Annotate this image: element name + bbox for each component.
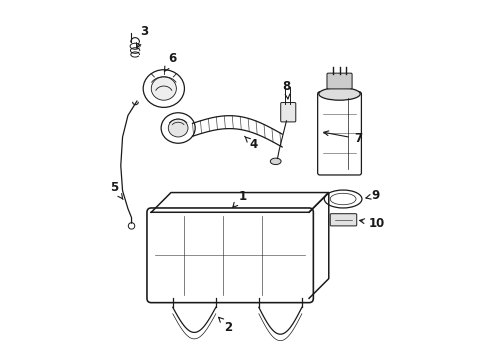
FancyBboxPatch shape — [329, 214, 356, 226]
Ellipse shape — [270, 158, 281, 165]
Text: 10: 10 — [359, 216, 384, 230]
Ellipse shape — [143, 70, 184, 107]
Text: 9: 9 — [365, 189, 379, 202]
Text: 2: 2 — [218, 317, 232, 333]
Text: 7: 7 — [323, 131, 361, 145]
Ellipse shape — [324, 190, 361, 208]
Ellipse shape — [151, 77, 176, 100]
FancyBboxPatch shape — [317, 92, 361, 175]
Ellipse shape — [161, 113, 195, 143]
Ellipse shape — [168, 119, 187, 137]
FancyBboxPatch shape — [280, 103, 295, 122]
Text: 1: 1 — [232, 190, 246, 207]
FancyBboxPatch shape — [147, 208, 313, 303]
Ellipse shape — [318, 87, 360, 100]
Text: 4: 4 — [244, 136, 257, 151]
Text: 6: 6 — [164, 52, 176, 71]
FancyBboxPatch shape — [326, 73, 351, 89]
Text: 5: 5 — [110, 181, 123, 199]
Text: 3: 3 — [136, 25, 148, 48]
Ellipse shape — [329, 193, 355, 205]
Text: 8: 8 — [282, 80, 290, 99]
